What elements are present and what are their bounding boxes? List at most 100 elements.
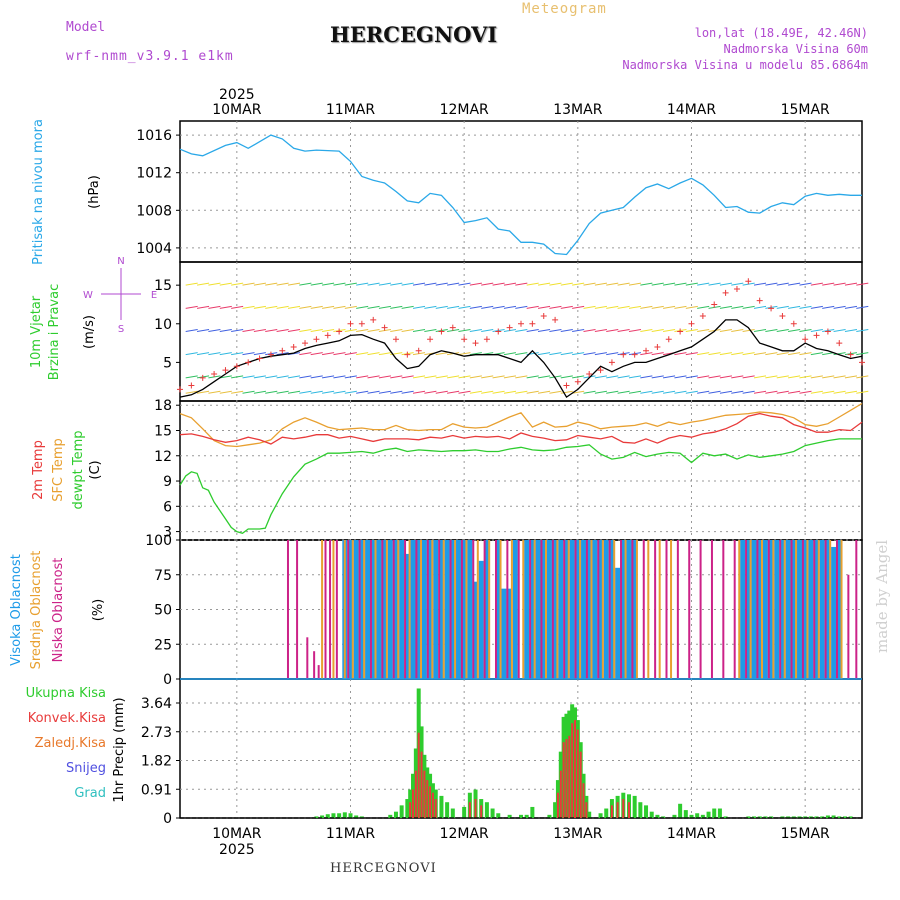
precip_total-bar: [399, 805, 404, 818]
wind-gust-marker: [324, 332, 331, 339]
wind-gust-marker: [370, 316, 377, 323]
y-tick-label: 0: [163, 811, 172, 827]
wind-arrow: [299, 375, 312, 379]
precip_total-bar: [723, 816, 728, 818]
cloud_low-bar: [824, 540, 827, 679]
cloud_high-bar: [785, 540, 791, 679]
precip_total-bar: [706, 811, 711, 818]
cloud_mid-bar: [332, 540, 335, 679]
wind-gust-marker: [336, 328, 343, 335]
wind-arrow: [276, 375, 289, 379]
wind-arrow: [515, 305, 528, 309]
cloud_mid-bar: [601, 540, 604, 679]
wind-arrow: [663, 282, 676, 286]
cloud_high-bar: [575, 540, 581, 679]
precip_total-bar: [683, 810, 688, 818]
wind-arrow: [844, 305, 858, 309]
wind-arrow: [310, 282, 323, 286]
wind-arrow: [458, 390, 471, 394]
compass-letter: E: [151, 290, 157, 301]
wind-arrow: [822, 375, 835, 379]
wind-arrow: [731, 375, 744, 379]
wind-gust-marker: [813, 332, 820, 339]
wind-arrow: [333, 375, 346, 379]
wind-arrow: [606, 329, 619, 332]
wind-arrow: [594, 305, 607, 309]
cloud_mid-bar: [431, 540, 434, 679]
cloud_low-bar: [317, 665, 320, 679]
wind-arrow: [390, 390, 403, 394]
wind-arrow: [458, 375, 471, 379]
cloud_low-bar: [449, 540, 452, 679]
wind-gust-marker: [540, 313, 547, 320]
y-tick-label: 2.73: [141, 725, 172, 741]
wind-gust-marker: [472, 340, 479, 347]
wind-arrow: [378, 305, 391, 309]
wind-arrow: [776, 390, 789, 394]
wind-gust-marker: [177, 386, 183, 393]
wind-arrow: [276, 329, 289, 332]
wind-arrow: [810, 390, 823, 394]
wind-arrow: [560, 375, 573, 379]
wind-arrow: [640, 305, 653, 309]
wind-arrow: [844, 375, 858, 379]
y-tick-label: 1004: [136, 241, 172, 257]
cloud_high-bar: [427, 540, 433, 679]
wind-arrow: [697, 352, 710, 356]
wind-arrow: [185, 352, 198, 356]
cloud_low-bar: [472, 540, 475, 679]
precip_total-bar: [393, 811, 398, 818]
cloud_high-bar: [757, 540, 763, 679]
wind-arrow: [606, 352, 619, 356]
precip_total-bar: [842, 816, 847, 818]
cloud_high-bar: [376, 540, 382, 679]
wind-arrow: [481, 329, 494, 332]
cloud_low-bar: [517, 540, 520, 679]
wind-arrow: [344, 305, 357, 309]
bottom-day-label: 11MAR: [326, 826, 375, 842]
wind-arrow: [742, 352, 755, 356]
precip_total-bar: [439, 795, 444, 818]
cloud_high-bar: [745, 540, 751, 679]
wind-arrow: [583, 305, 596, 309]
precip_total-bar: [547, 814, 552, 818]
wind-gust-marker: [722, 289, 729, 296]
precip_conv-bar: [420, 751, 423, 818]
cloud_high-bar: [353, 540, 359, 679]
precip_total-bar: [717, 808, 722, 818]
wind-arrow: [447, 282, 460, 286]
cloud_low-bar: [688, 540, 691, 679]
wind-gust-marker: [256, 355, 263, 362]
cloud_mid-bar: [579, 540, 582, 679]
precip_total-bar: [507, 814, 512, 818]
cloud_high-bar: [814, 540, 820, 679]
wind-arrow: [219, 390, 232, 394]
wind-arrow: [515, 390, 528, 394]
wind-arrow: [856, 282, 869, 286]
wind-arrow: [276, 305, 289, 309]
wind-axis-label-2: Brzina i Pravac: [47, 284, 62, 381]
compass-letter: S: [118, 324, 124, 335]
wind-arrow: [628, 282, 642, 286]
wind-gust-marker: [188, 382, 195, 389]
wind-arrow: [731, 305, 744, 309]
cloud_high-bar: [774, 540, 780, 679]
wind-gust-marker: [597, 367, 604, 374]
wind-gust-marker: [392, 336, 399, 343]
precip_total-bar: [695, 813, 700, 818]
wind-arrow: [390, 375, 403, 379]
wind-arrow: [515, 375, 528, 379]
wind-arrow: [310, 390, 323, 394]
wind-arrow: [685, 305, 698, 309]
dewpt-line: [179, 438, 862, 535]
cloud_low-bar: [665, 540, 668, 679]
wind-arrow: [219, 305, 232, 309]
cloud_high-bar: [473, 581, 479, 679]
wind-arrow: [765, 390, 778, 394]
wind-arrow: [560, 329, 573, 332]
wind-arrow: [435, 390, 448, 394]
wind-gust-marker: [438, 328, 445, 335]
wind-arrow: [651, 390, 664, 394]
wind-arrow: [299, 282, 312, 286]
wind-arrow: [583, 329, 596, 332]
